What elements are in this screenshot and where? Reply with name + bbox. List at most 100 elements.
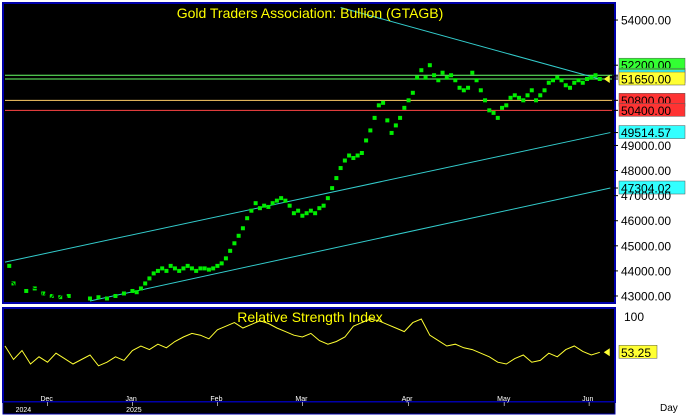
- price-point: [508, 95, 513, 100]
- price-point: [206, 267, 211, 272]
- price-tick-label: 51650.00: [621, 73, 671, 87]
- note-data-source: Data Source: Thai: [8, 281, 88, 292]
- price-point: [487, 108, 492, 113]
- price-point: [576, 78, 581, 83]
- price-point: [172, 266, 177, 271]
- price-point: [249, 208, 254, 213]
- price-point: [517, 95, 522, 100]
- price-point: [304, 211, 309, 216]
- price-point: [593, 73, 598, 78]
- price-point: [440, 70, 445, 75]
- price-point: [410, 90, 415, 95]
- price-point: [41, 291, 46, 296]
- price-point: [538, 93, 543, 98]
- price-point: [402, 105, 407, 110]
- price-point: [542, 88, 547, 93]
- price-point: [300, 213, 305, 218]
- month-label: Jun: [582, 396, 593, 403]
- trendline-1: [89, 187, 611, 302]
- price-point: [495, 115, 500, 120]
- price-point: [474, 78, 479, 83]
- price-point: [202, 266, 207, 271]
- price-point: [419, 68, 424, 73]
- price-point: [274, 198, 279, 203]
- price-point: [466, 85, 471, 90]
- price-point: [563, 83, 568, 88]
- price-point: [143, 281, 148, 286]
- price-point: [113, 293, 118, 298]
- price-point: [453, 78, 458, 83]
- price-point: [415, 75, 420, 80]
- rsi-last-label: 53.25: [621, 346, 651, 360]
- price-point: [423, 75, 428, 80]
- price-tick-label: 45000.00: [621, 239, 671, 253]
- price-point: [296, 208, 301, 213]
- price-point: [381, 100, 386, 105]
- price-point: [342, 158, 347, 163]
- note-chart-source: Chart Source: Aspen Graphics: [8, 270, 143, 281]
- time-axis-end-label: Day: [660, 403, 678, 414]
- price-point: [32, 286, 37, 291]
- price-point: [478, 88, 483, 93]
- price-point: [355, 153, 360, 158]
- price-point: [194, 268, 199, 273]
- price-point: [385, 118, 390, 123]
- price-point: [585, 77, 590, 81]
- price-point: [160, 266, 165, 271]
- price-point: [7, 263, 12, 268]
- time-axis: [2, 401, 616, 415]
- rsi-axis: 100 53.25: [618, 310, 658, 360]
- month-label: Feb: [210, 396, 222, 403]
- price-point: [317, 206, 322, 211]
- price-point: [534, 98, 539, 103]
- price-point: [491, 110, 496, 115]
- note-date: Date: 6/12/25: [8, 292, 68, 303]
- price-point: [321, 203, 326, 208]
- price-point: [185, 263, 190, 268]
- price-point: [504, 103, 509, 108]
- price-point: [49, 293, 54, 298]
- price-point: [181, 266, 186, 271]
- year-label: 2025: [126, 407, 142, 414]
- price-point: [555, 75, 560, 80]
- price-point: [351, 156, 356, 161]
- rsi-last-marker: [603, 348, 610, 357]
- price-point: [211, 266, 216, 271]
- price-point: [529, 88, 534, 93]
- price-reference-lines: [4, 7, 614, 302]
- price-point: [359, 151, 364, 155]
- price-point: [406, 98, 411, 103]
- price-tick-label: 50400.00: [621, 104, 671, 118]
- rsi-last-box: [618, 345, 658, 359]
- price-point: [168, 263, 173, 268]
- price-tick-label: 48000.00: [621, 164, 671, 178]
- price-point: [364, 138, 369, 143]
- month-label: Apr: [402, 396, 414, 403]
- price-point: [147, 276, 152, 281]
- price-point: [253, 201, 258, 206]
- price-axis: 54000.0052200.0051800.0051732.8151650.00…: [612, 14, 686, 303]
- price-point: [597, 77, 602, 81]
- price-point: [189, 266, 194, 271]
- price-point: [432, 73, 437, 78]
- price-point: [551, 78, 556, 83]
- last-price-marker: [603, 75, 610, 83]
- price-point: [330, 186, 335, 191]
- price-point: [121, 291, 126, 296]
- price-point: [270, 201, 275, 206]
- price-tick-box: [618, 180, 686, 195]
- price-point: [232, 241, 237, 246]
- price-point: [215, 263, 220, 268]
- price-point: [559, 78, 564, 83]
- price-point: [257, 206, 262, 211]
- rsi-panel: [2, 307, 616, 403]
- price-point: [325, 196, 330, 201]
- year-label: 2024: [16, 407, 32, 414]
- price-tick-box: [618, 125, 686, 139]
- price-tick-label: 47304.02: [621, 182, 671, 196]
- price-point: [151, 271, 156, 276]
- price-point: [96, 295, 101, 300]
- price-point: [398, 115, 403, 120]
